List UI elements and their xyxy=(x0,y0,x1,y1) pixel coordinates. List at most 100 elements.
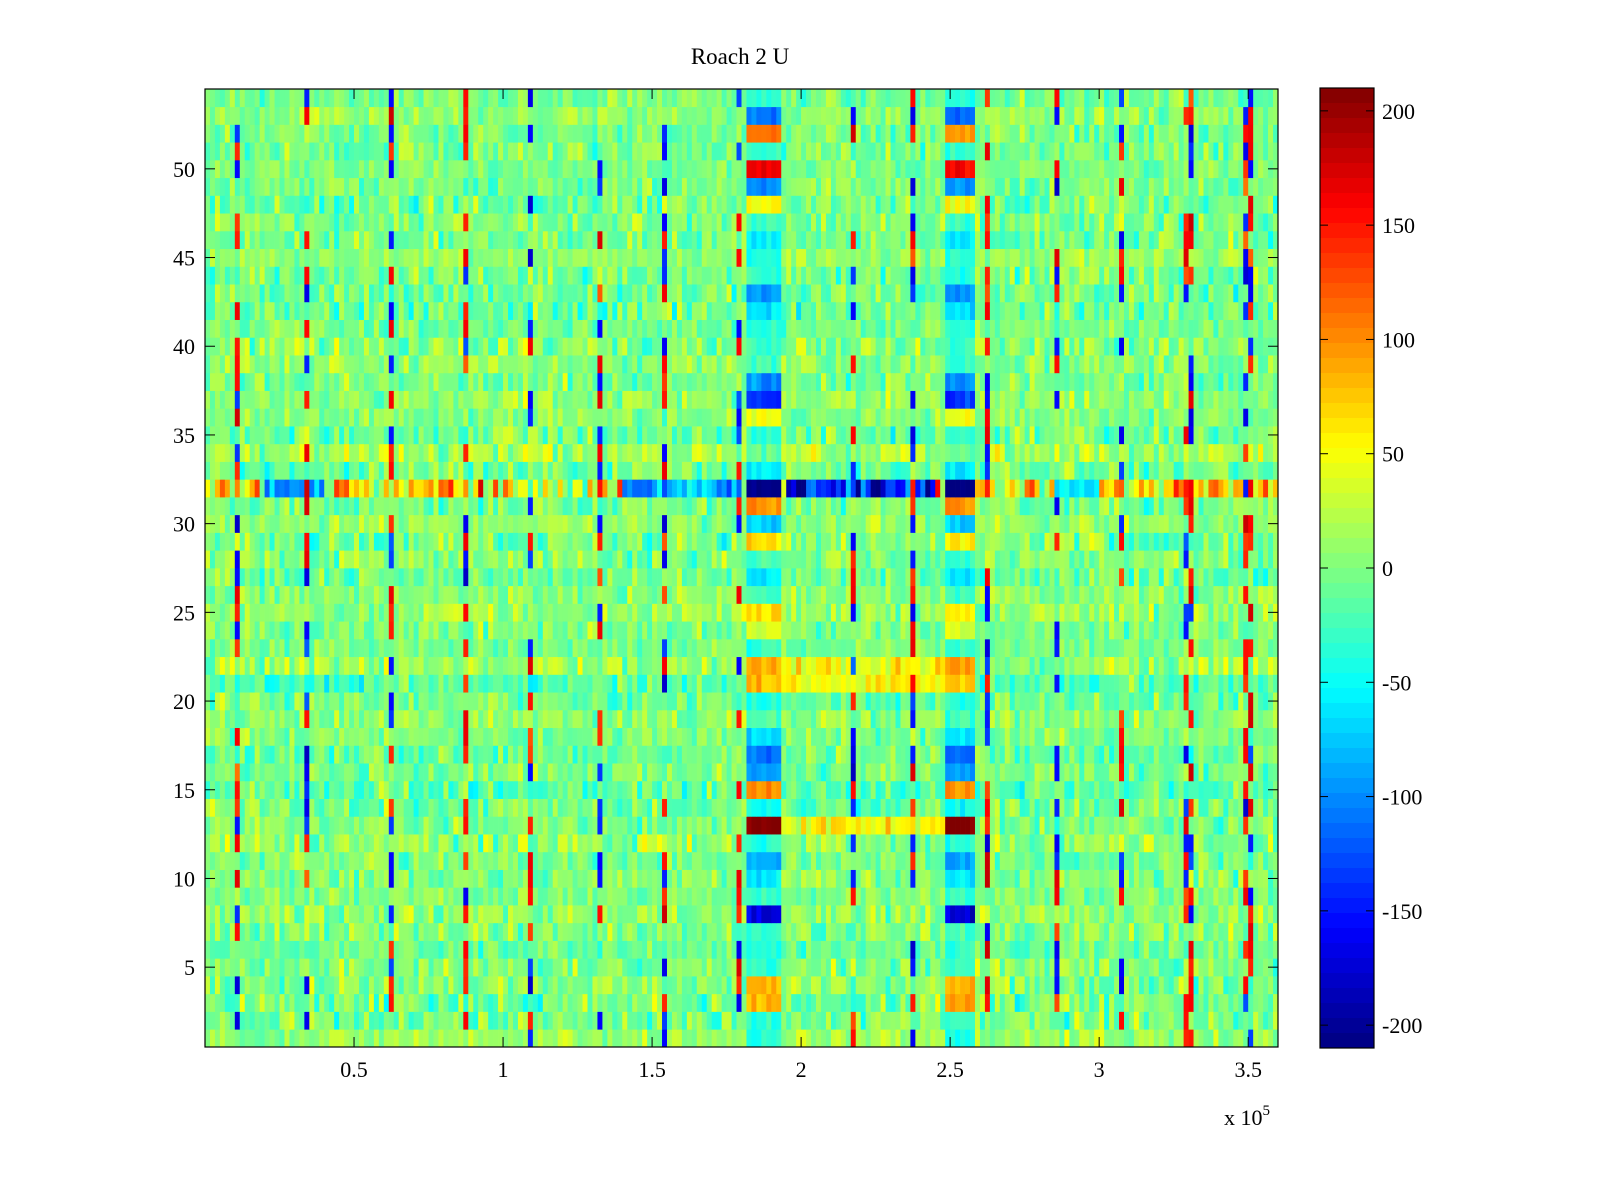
heatmap-cell xyxy=(761,674,767,693)
heatmap-cell xyxy=(1188,869,1194,888)
heatmap-cell xyxy=(746,638,752,658)
heatmap-cell xyxy=(940,958,946,977)
heatmap-cell xyxy=(965,905,971,924)
heatmap-cell xyxy=(1208,763,1214,782)
heatmap-cell xyxy=(910,745,916,764)
heatmap-cell xyxy=(622,816,628,835)
heatmap-cell xyxy=(711,816,718,835)
heatmap-cell xyxy=(984,727,991,746)
heatmap-cell xyxy=(542,727,549,746)
heatmap-cell xyxy=(1193,763,1199,782)
heatmap-cell xyxy=(950,1011,956,1030)
heatmap-cell xyxy=(433,727,439,746)
heatmap-cell xyxy=(960,763,966,782)
heatmap-cell xyxy=(1133,834,1140,853)
heatmap-cell xyxy=(756,851,762,870)
heatmap-cell xyxy=(925,1011,931,1030)
heatmap-cell xyxy=(1223,692,1229,711)
heatmap-cell xyxy=(249,905,256,924)
heatmap-cell xyxy=(771,727,777,746)
heatmap-cell xyxy=(1138,922,1145,941)
heatmap-cell xyxy=(259,851,265,870)
heatmap-cell xyxy=(701,976,708,995)
heatmap-cell xyxy=(597,869,603,888)
heatmap-cell xyxy=(965,1029,971,1048)
heatmap-cell xyxy=(517,993,524,1012)
heatmap-cell xyxy=(1228,887,1234,906)
heatmap-cell xyxy=(557,727,564,746)
heatmap-cell xyxy=(984,780,991,799)
heatmap-cell xyxy=(1059,798,1065,817)
heatmap-cell xyxy=(1218,727,1224,746)
heatmap-cell xyxy=(761,905,767,924)
heatmap-cell xyxy=(845,1029,852,1048)
heatmap-cell xyxy=(1203,745,1209,764)
heatmap-cell xyxy=(840,709,847,729)
heatmap-cell xyxy=(845,656,852,675)
heatmap-cell xyxy=(696,976,703,995)
heatmap-cell xyxy=(428,709,434,729)
heatmap-cell xyxy=(314,816,320,835)
heatmap-cell xyxy=(845,798,852,817)
heatmap-cell xyxy=(870,940,876,959)
heatmap-cell xyxy=(264,887,270,906)
heatmap-cell xyxy=(1109,905,1115,924)
heatmap-cell xyxy=(249,763,256,782)
heatmap-cell xyxy=(676,692,683,711)
heatmap-cell xyxy=(617,905,623,924)
heatmap-cell xyxy=(244,922,251,941)
heatmap-cell xyxy=(512,922,519,941)
heatmap-cell xyxy=(1188,674,1194,693)
heatmap-cell xyxy=(1168,816,1175,835)
heatmap-cell xyxy=(1183,816,1189,835)
heatmap-cell xyxy=(398,656,405,675)
heatmap-cell xyxy=(627,780,633,799)
heatmap-cell xyxy=(1263,905,1269,924)
heatmap-cell xyxy=(1004,709,1011,729)
heatmap-cell xyxy=(587,834,593,853)
heatmap-cell xyxy=(1158,922,1165,941)
heatmap-cell xyxy=(458,834,464,853)
heatmap-cell xyxy=(825,905,832,924)
heatmap-cell xyxy=(368,638,375,658)
heatmap-cell xyxy=(1119,780,1125,799)
heatmap-cell xyxy=(1233,656,1239,675)
heatmap-cell xyxy=(592,745,598,764)
heatmap-cell xyxy=(1263,834,1269,853)
heatmap-cell xyxy=(676,976,683,995)
heatmap-cell xyxy=(816,816,822,835)
heatmap-cell xyxy=(950,763,956,782)
heatmap-cell xyxy=(716,976,722,995)
heatmap-cell xyxy=(741,1011,747,1030)
heatmap-cell xyxy=(1024,834,1030,853)
heatmap-cell xyxy=(408,798,414,817)
heatmap-cell xyxy=(1014,834,1021,853)
heatmap-cell xyxy=(945,709,951,729)
heatmap-cell xyxy=(706,798,713,817)
heatmap-cell xyxy=(284,816,290,835)
heatmap-cell xyxy=(324,922,330,941)
heatmap-cell xyxy=(989,816,996,835)
heatmap-cell xyxy=(368,709,375,729)
heatmap-cell xyxy=(716,674,722,693)
heatmap-cell xyxy=(423,1011,429,1030)
heatmap-cell xyxy=(940,887,946,906)
heatmap-cell xyxy=(279,1011,285,1030)
heatmap-cell xyxy=(1124,656,1130,675)
heatmap-cell xyxy=(572,798,578,817)
heatmap-cell xyxy=(388,763,395,782)
heatmap-cell xyxy=(1084,851,1090,870)
heatmap-cell xyxy=(527,692,534,711)
heatmap-cell xyxy=(945,816,951,835)
heatmap-cell xyxy=(205,727,211,746)
heatmap-cell xyxy=(398,727,405,746)
heatmap-cell xyxy=(746,869,752,888)
heatmap-cell xyxy=(1203,692,1209,711)
heatmap-cell xyxy=(806,851,812,870)
heatmap-cell xyxy=(359,780,365,799)
heatmap-cell xyxy=(478,834,484,853)
heatmap-cell xyxy=(428,638,434,658)
heatmap-cell xyxy=(209,976,216,995)
heatmap-cell xyxy=(915,905,921,924)
heatmap-cell xyxy=(970,1011,976,1030)
